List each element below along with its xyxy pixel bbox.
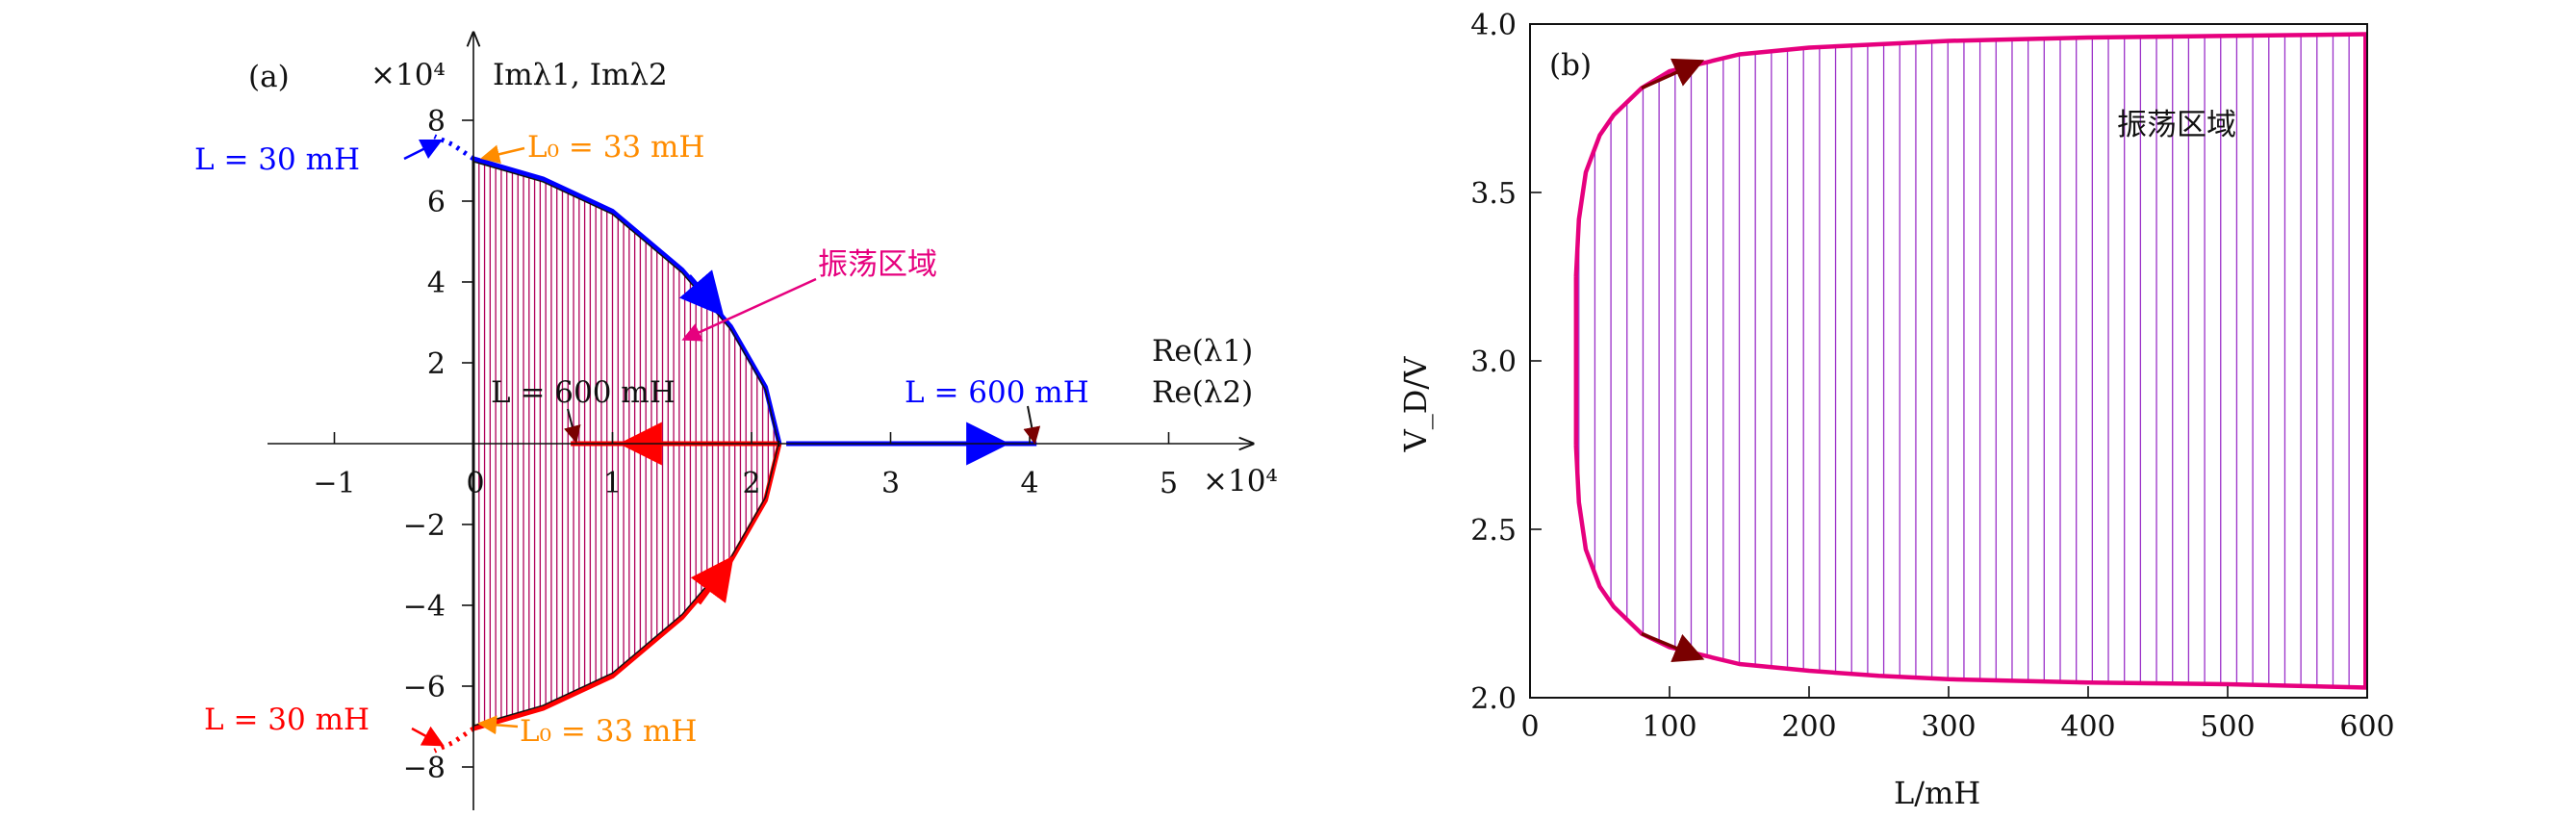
a-arrow-L600-black [564,408,581,444]
a-dir-arrow-red [690,555,734,605]
a-x-axis-label-2: Re(λ2) [1152,375,1253,410]
a-x-tick-label: 3 [881,467,900,500]
a-y-tick-label: 8 [427,105,446,139]
b-dir-arrow-lower [1641,631,1705,663]
a-x-tick-label: 2 [742,467,760,500]
a-y-tick-label: −8 [403,752,446,785]
a-y-tick-label: −2 [403,509,446,543]
a-y-axis-label: Imλ1, Imλ2 [493,58,668,92]
a-annot-L600-blue: L = 600 mH [905,375,1089,410]
a-tail-blue [433,134,475,161]
a-x-tick-label: 4 [1020,467,1038,500]
b-x-tick-label: 600 [2339,710,2394,744]
a-dir-arrow-blue [678,269,725,317]
a-y-tick-label: −4 [403,590,446,624]
b-x-tick-label: 300 [1921,710,1976,744]
b-x-axis-title: L/mH [1894,775,1980,811]
a-arrow-L30-top [403,139,444,161]
a-x-multiplier: ×10⁴ [1203,464,1278,498]
a-x-tick-label: 1 [603,467,622,500]
b-ticks: 0 100 200 300 400 500 600 2.0 2.5 3.0 3.5 4.0 [1470,9,2394,744]
a-y-multiplier: ×10⁴ [370,58,446,92]
b-y-tick-label: 3.0 [1470,345,1517,379]
b-panel-label: (b) [1549,48,1592,83]
panel-a: −1 0 1 2 3 4 5 −8 −6 −4 −2 2 4 6 8 (a) ×10⁴ Imλ1, Imλ2… [194,33,1278,810]
a-panel-label: (a) [248,60,290,94]
a-x-tick-label: −1 [313,467,355,500]
a-series-1 [472,443,782,731]
b-y-axis-title: V_D/V [1397,356,1434,453]
b-x-tick-label: 500 [2200,710,2255,744]
b-dir-arrow-upper [1641,58,1705,90]
a-x-tick-label: 5 [1160,467,1178,500]
b-y-tick-label: 2.0 [1470,682,1517,716]
b-x-tick-label: 0 [1520,710,1539,744]
b-x-tick-label: 200 [1781,710,1836,744]
a-y-tick-label: 4 [427,267,446,300]
a-arrow-L30-bottom [411,726,445,747]
panel-b: 0 100 200 300 400 500 600 2.0 2.5 3.0 3.5 4.0 (b) 振… [1397,9,2395,811]
a-y-tick-label: 2 [427,347,446,381]
b-shaded-region [1578,34,2367,688]
b-y-tick-label: 3.5 [1470,177,1517,211]
a-annot-L30-bottom: L = 30 mH [204,703,370,737]
a-arrow-region [681,277,817,342]
a-annot-region: 振荡区域 [818,247,937,282]
a-x-axis-label-1: Re(λ1) [1152,334,1253,369]
a-lower-outline [472,440,780,727]
a-annot-L0-bottom: L₀ = 33 mH [520,714,697,749]
a-arrow-L0-top [480,144,525,165]
a-x-tick-label: 0 [466,467,484,500]
a-ticks: −1 0 1 2 3 4 5 −8 −6 −4 −2 2 4 6 8 [313,105,1178,785]
b-x-tick-label: 100 [1642,710,1696,744]
b-plot-frame [1529,23,2368,699]
a-arrow-L600-blue [1023,405,1041,445]
a-annot-L30-top: L = 30 mH [194,142,360,177]
b-series-1 [1573,445,2368,690]
a-arrow-L0-bottom [477,715,519,735]
a-y-tick-label: 6 [427,186,446,219]
b-series-0 [1573,32,2368,277]
b-y-tick-label: 2.5 [1470,514,1517,548]
a-annot-L0-top: L₀ = 33 mH [527,130,704,165]
a-axes [268,33,1253,810]
a-tail-red [433,727,475,754]
a-y-tick-label: −6 [403,671,446,704]
b-curves [1573,32,2368,690]
b-region-label: 振荡区域 [2117,108,2236,142]
a-annot-L600-black: L = 600 mH [491,375,676,410]
b-x-tick-label: 400 [2060,710,2115,744]
b-y-tick-label: 4.0 [1470,9,1517,42]
